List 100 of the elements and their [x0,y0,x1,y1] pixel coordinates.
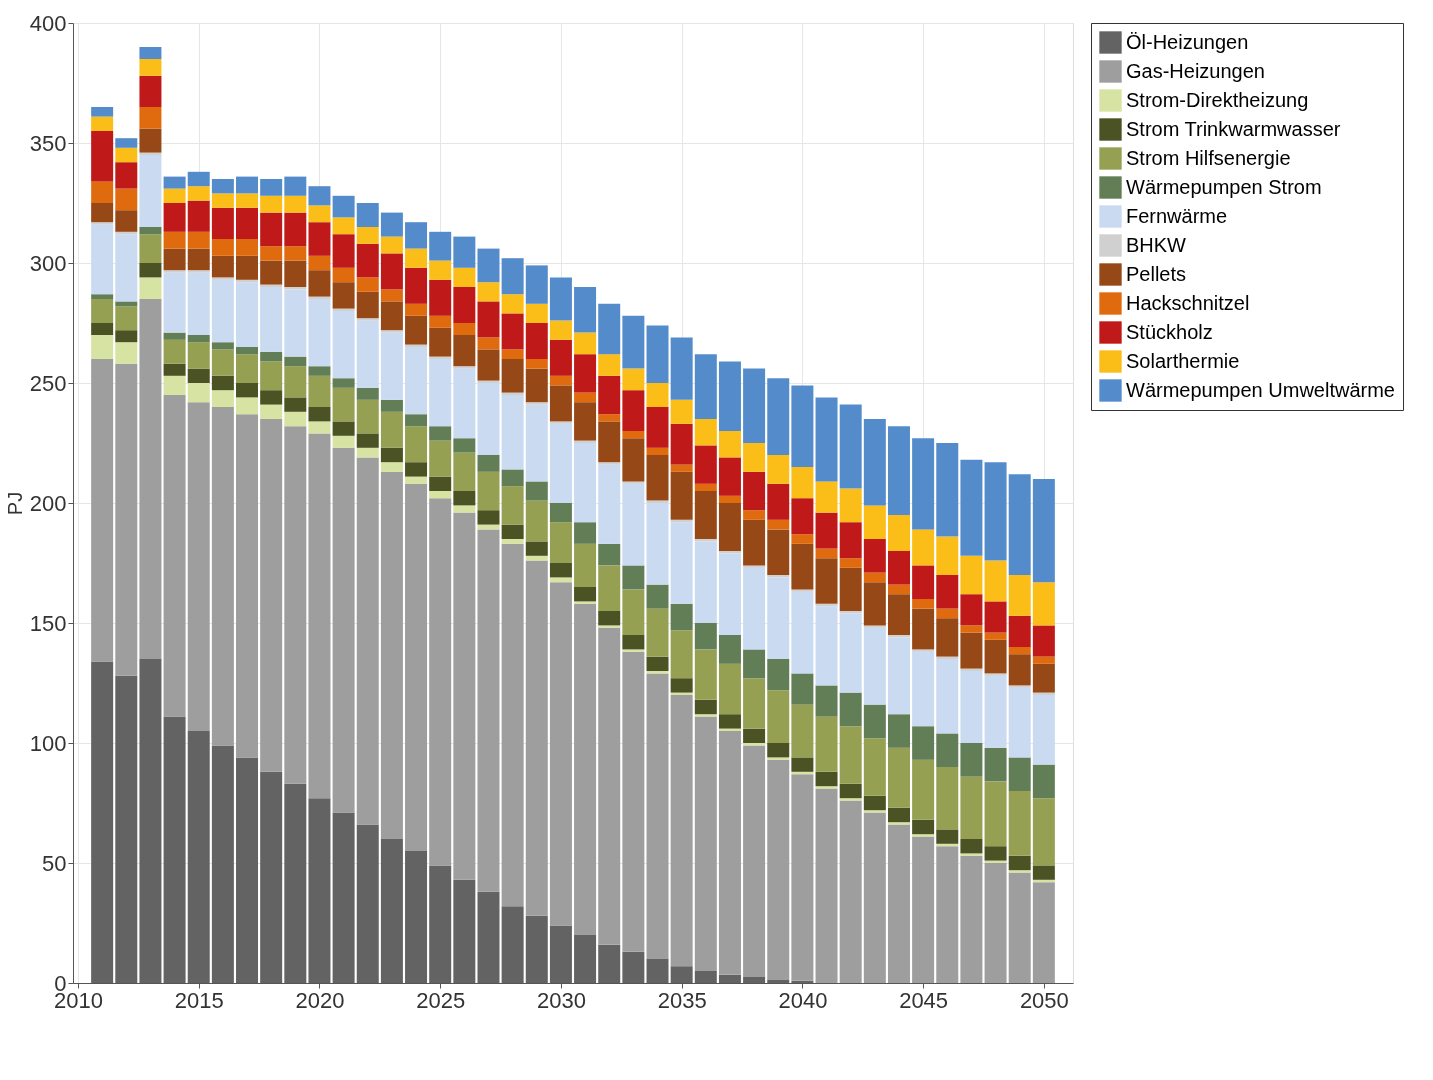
bar [380,471,403,839]
bar [598,354,621,376]
bar [501,469,524,487]
bar [380,289,403,302]
bar [887,515,910,551]
bar [1008,855,1031,871]
bar [163,375,186,395]
bar [91,131,114,182]
bar [767,483,790,520]
bar [115,363,138,676]
bar [863,810,886,813]
bar [646,673,669,959]
bar [429,476,452,491]
x-tick-label: 2040 [778,987,828,1013]
bar [694,541,717,623]
bar [115,306,138,331]
bar [549,925,572,983]
bar [646,608,669,657]
bar [405,462,428,477]
bar [622,315,645,369]
bar [308,433,331,799]
bar [1008,474,1031,575]
bar [622,481,645,484]
bar [718,553,741,635]
bar [236,757,259,983]
bar [453,505,476,513]
bar [718,361,741,431]
bar [211,207,234,239]
y-tick-label: 350 [29,130,67,156]
bar [453,366,476,369]
bar [501,294,524,314]
y-tick-label: 250 [29,370,67,396]
bar [791,467,814,499]
bar [598,464,621,544]
bar [91,224,114,295]
bar [743,649,766,679]
legend-label: Gas-Heizungen [1126,59,1265,82]
bar [139,75,162,107]
legend-label: Fernwärme [1126,204,1228,227]
bar [211,239,234,256]
bar [284,366,307,398]
bar [356,824,379,983]
bar [356,433,379,448]
bar [694,649,717,700]
bar [912,836,935,983]
bar [549,577,572,583]
bar [429,327,452,357]
x-tick-label: 2020 [295,987,345,1013]
bar [912,834,935,837]
bar [236,255,259,280]
bar [694,971,717,983]
bar [501,906,524,983]
bar [791,704,814,758]
bar [139,234,162,263]
bar [453,323,476,335]
bar [332,421,355,436]
bar [477,510,500,525]
bar [670,630,693,679]
bar [1032,695,1055,765]
bar [525,368,548,403]
bar [139,107,162,129]
bar [549,423,572,503]
bar [380,332,403,400]
bar [598,421,621,463]
bar [960,855,983,983]
bar [163,332,186,340]
bar [936,829,959,844]
bar [1032,656,1055,664]
bar [308,255,331,271]
bar [743,519,766,566]
bar [356,318,379,321]
bar [622,649,645,652]
bar [1008,791,1031,856]
bar [1032,625,1055,657]
bar [670,399,693,424]
bar [767,659,790,691]
bar [912,438,935,530]
legend-label: Wärmepumpen Umweltwärme [1126,378,1395,401]
bar [984,601,1007,633]
bar [887,594,910,635]
bar [139,277,162,299]
bar [211,277,234,280]
bar [839,800,862,983]
bar [308,205,331,223]
bar [839,522,862,559]
bar [549,503,572,523]
bar [332,311,355,379]
bar [622,390,645,431]
bar [887,551,910,585]
bar [887,747,910,808]
bar [236,282,259,347]
bar [887,807,910,823]
bar [598,303,621,355]
bar [694,445,717,484]
bar [115,210,138,232]
bar [791,498,814,535]
bar [332,217,355,235]
bar [694,623,717,650]
bar [622,431,645,439]
bar [960,853,983,856]
